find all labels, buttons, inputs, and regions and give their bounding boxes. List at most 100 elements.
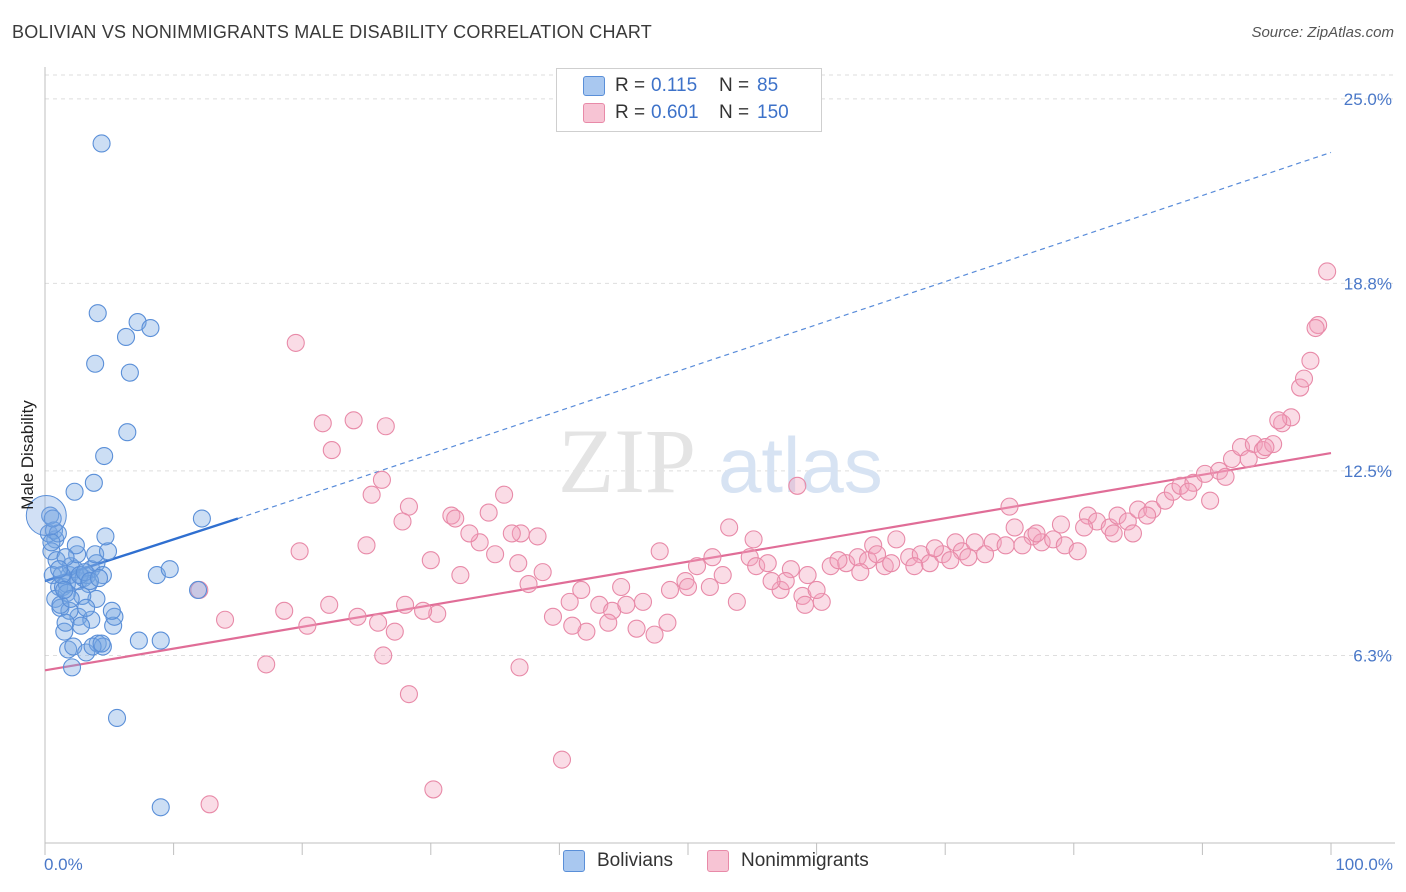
data-point-bolivians [43,509,62,528]
data-point-nonimmigrants [1253,441,1272,460]
data-point-nonimmigrants [298,616,317,635]
data-point-nonimmigrants [396,595,415,614]
data-point-nonimmigrants [758,554,777,573]
data-point-nonimmigrants [479,503,498,522]
data-point-nonimmigrants [519,574,538,594]
data-point-nonimmigrants [1123,524,1143,543]
data-point-bolivians [87,589,106,608]
x-tick-label: 0.0% [44,855,83,874]
legend-swatch-nonimmigrants [583,103,605,123]
n-value-bolivians: 85 [757,75,779,96]
data-point-nonimmigrants [1143,500,1162,519]
data-point-nonimmigrants [1291,378,1310,397]
data-point-bolivians [56,548,75,567]
data-point-bolivians [151,798,170,817]
data-point-nonimmigrants [1000,497,1019,516]
data-point-bolivians [192,509,211,528]
data-point-nonimmigrants [357,536,376,555]
data-point-nonimmigrants [563,616,582,635]
data-point-nonimmigrants [1216,467,1235,486]
data-point-nonimmigrants [1269,411,1288,430]
data-point-bolivians [107,708,127,728]
data-point-nonimmigrants [941,551,960,570]
data-point-bolivians [71,616,91,635]
data-point-bolivians [70,566,89,585]
data-point-nonimmigrants [543,607,563,626]
data-point-nonimmigrants [925,539,944,558]
data-point-nonimmigrants [1294,369,1314,388]
data-point-bolivians [151,631,170,650]
data-point-nonimmigrants [776,571,795,591]
data-point-bolivians [93,637,112,656]
r-label: R = [615,75,646,96]
data-point-nonimmigrants [740,548,759,567]
data-point-nonimmigrants [399,685,418,704]
data-point-nonimmigrants [275,601,294,620]
data-point-nonimmigrants [376,417,395,436]
data-point-nonimmigrants [633,592,653,611]
data-point-bolivians [88,634,107,653]
legend-row-nonimmigrants: R = 0.601 N = 150 [583,100,789,126]
data-point-nonimmigrants [744,530,763,549]
data-point-bolivians [25,495,67,537]
data-point-nonimmigrants [612,577,631,597]
data-point-nonimmigrants [348,607,367,626]
data-point-bolivians [61,589,80,608]
data-point-nonimmigrants [976,545,995,564]
legend-label-bolivians: Bolivians [597,850,674,871]
data-point-bolivians [51,595,70,614]
data-point-bolivians [66,536,85,555]
tick-labels: 6.3% 12.5% 18.8% 25.0% 0.0% 100.0% [44,90,1393,874]
data-point-bolivians [120,363,139,382]
y-tick-label: 6.3% [1353,646,1392,665]
legend-item-bolivians[interactable]: Bolivians [563,850,673,872]
data-point-nonimmigrants [362,485,381,504]
data-point-nonimmigrants [200,795,219,814]
data-point-nonimmigrants [807,580,826,600]
data-point-nonimmigrants [470,533,489,552]
data-point-nonimmigrants [1318,262,1337,281]
r-value-bolivians: 0.115 [651,75,698,96]
data-point-bolivians [98,542,118,561]
data-point-nonimmigrants [1005,518,1024,537]
data-point-nonimmigrants [369,613,388,632]
data-points [25,134,1337,817]
data-point-nonimmigrants [687,557,707,576]
data-point-bolivians [82,610,101,629]
data-point-nonimmigrants [572,580,591,600]
data-point-bolivians [129,631,148,650]
data-point-nonimmigrants [965,533,984,552]
trend-line-nonimmigrants [44,451,1332,672]
data-point-nonimmigrants [1027,524,1046,543]
data-point-nonimmigrants [700,577,719,597]
y-tick-label: 18.8% [1344,274,1392,293]
data-point-nonimmigrants [1306,318,1325,338]
data-point-nonimmigrants [727,592,746,611]
data-point-bolivians [42,533,61,552]
legend-swatch-nonimmigrants [707,850,729,872]
data-point-nonimmigrants [1118,512,1137,531]
data-point-nonimmigrants [996,536,1015,555]
data-point-nonimmigrants [946,533,965,552]
data-point-nonimmigrants [795,595,815,614]
data-point-bolivians [92,634,111,653]
data-point-nonimmigrants [1201,491,1220,510]
legend-label-nonimmigrants: Nonimmigrants [741,850,869,871]
data-point-nonimmigrants [502,524,521,543]
r-label: R = [615,102,646,123]
data-point-bolivians [89,569,109,588]
legend-row-bolivians: R = 0.115 N = 85 [583,73,778,99]
legend-item-nonimmigrants[interactable]: Nonimmigrants [707,850,869,872]
data-point-nonimmigrants [747,557,766,576]
data-point-nonimmigrants [1108,506,1127,525]
data-point-nonimmigrants [658,613,677,632]
data-point-nonimmigrants [451,566,470,585]
series-legend: Bolivians Nonimmigrants [0,850,1406,878]
data-point-nonimmigrants [864,536,883,555]
data-point-nonimmigrants [882,554,901,573]
data-point-nonimmigrants [399,497,418,516]
data-point-nonimmigrants [446,509,465,528]
data-point-bolivians [160,560,179,579]
data-point-nonimmigrants [1129,500,1148,519]
data-point-nonimmigrants [1256,438,1275,457]
